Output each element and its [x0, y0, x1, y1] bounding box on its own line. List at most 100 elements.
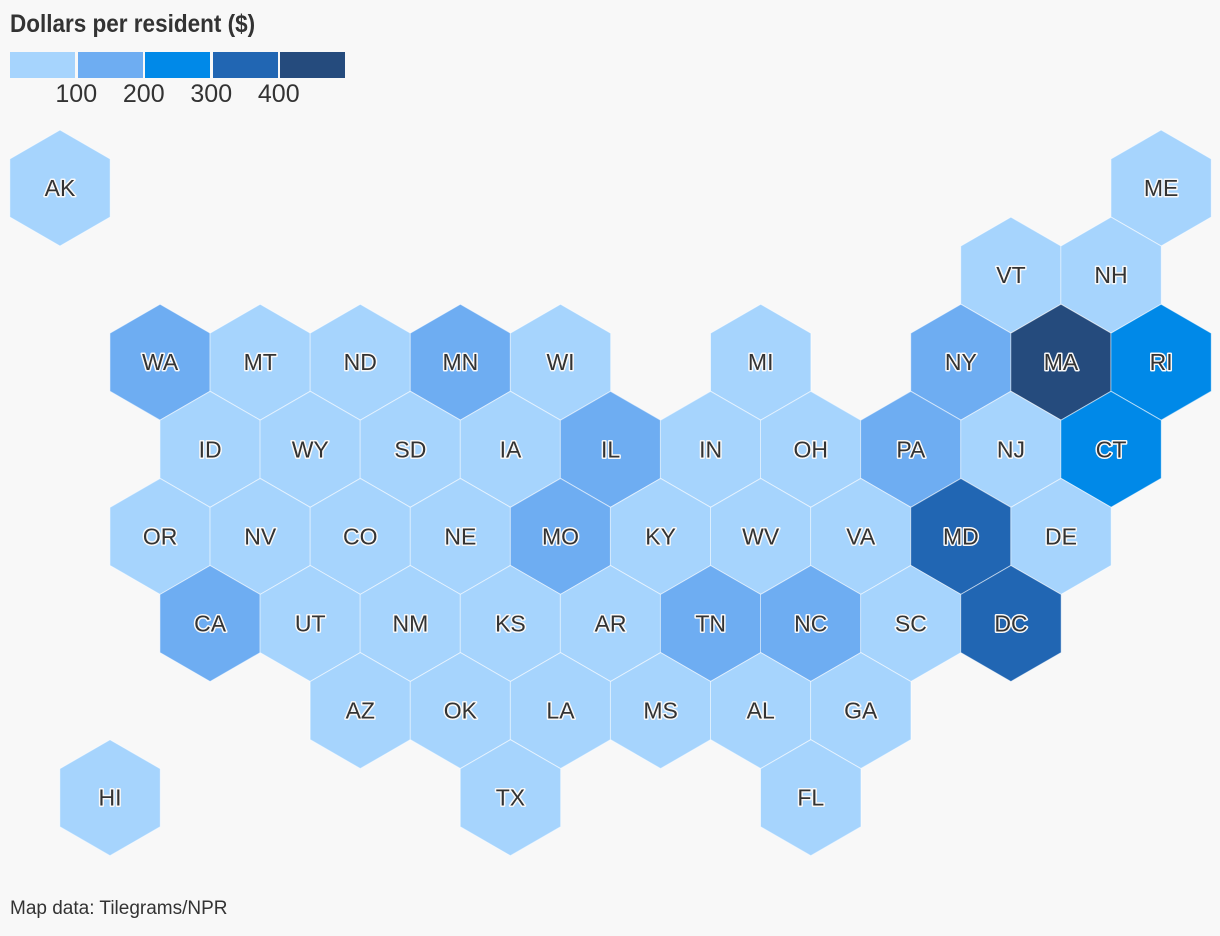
state-label: TN	[695, 611, 726, 637]
state-label: NY	[945, 349, 977, 375]
state-label: MA	[1044, 349, 1079, 375]
legend-tick-label: 200	[122, 80, 165, 108]
state-label: MT	[244, 349, 277, 375]
legend-tick-label: 300	[190, 80, 233, 108]
state-label: HI	[99, 785, 122, 811]
state-label: WA	[142, 349, 179, 375]
state-label: NJ	[997, 436, 1025, 462]
state-tile-mn: MN	[409, 303, 512, 421]
state-label: NE	[444, 523, 476, 549]
state-label: NC	[794, 611, 827, 637]
state-label: KY	[645, 523, 676, 549]
state-tile-tn: TN	[659, 564, 762, 683]
state-label: NM	[392, 611, 428, 637]
state-tile-ia: IA	[459, 390, 562, 508]
legend-swatch	[145, 52, 210, 78]
state-label: GA	[844, 698, 878, 724]
color-legend: 100 200 300 400	[10, 52, 350, 112]
state-tile-ks: KS	[459, 564, 562, 683]
state-tile-ar: AR	[559, 564, 662, 683]
state-label: OH	[794, 436, 829, 462]
source-note: Map data: Tilegrams/NPR	[10, 898, 228, 919]
state-tile-nm: NM	[359, 564, 462, 683]
state-label: IA	[500, 436, 522, 462]
state-tile-pa: PA	[860, 390, 962, 508]
state-tile-ca: CA	[159, 564, 261, 683]
state-label: DC	[994, 611, 1027, 637]
state-label: MO	[542, 523, 579, 549]
state-label: LA	[546, 698, 575, 724]
legend-swatch	[77, 52, 143, 78]
state-tile-ct: CT	[1060, 390, 1162, 508]
state-label: NH	[1094, 262, 1127, 288]
state-hex	[59, 739, 161, 857]
state-tile-ma: MA	[1010, 303, 1112, 421]
state-tile-ms: MS	[609, 652, 712, 770]
legend-swatch	[280, 52, 345, 78]
state-label: MI	[748, 349, 774, 375]
state-tile-ak: AK	[9, 129, 111, 247]
state-tile-mo: MO	[509, 477, 612, 595]
state-tile-or: OR	[109, 477, 211, 595]
state-tile-mi: MI	[710, 303, 812, 421]
state-tile-ri: RI	[1110, 303, 1212, 421]
state-label: SD	[394, 436, 426, 462]
state-label: AL	[747, 698, 775, 724]
state-hex	[459, 739, 562, 857]
state-tile-id: ID	[159, 390, 261, 508]
state-label: CA	[194, 611, 227, 637]
state-tile-nh: NH	[1060, 216, 1162, 334]
state-tile-wv: WV	[710, 477, 812, 595]
state-tile-hi: HI	[59, 739, 161, 857]
state-label: VT	[996, 262, 1025, 288]
state-label: PA	[896, 436, 926, 462]
state-label: UT	[295, 611, 326, 637]
state-label: NV	[244, 523, 277, 549]
state-label: MD	[943, 523, 979, 549]
state-tile-md: MD	[910, 477, 1012, 595]
state-tile-me: ME	[1110, 129, 1212, 247]
state-label: OK	[444, 698, 478, 724]
state-label: DE	[1045, 523, 1077, 549]
state-label: AR	[595, 611, 627, 637]
state-tile-la: LA	[509, 652, 612, 770]
state-label: OR	[143, 523, 178, 549]
state-tile-va: VA	[810, 477, 912, 595]
state-tile-dc: DC	[960, 564, 1062, 683]
state-label: ME	[1144, 175, 1179, 201]
state-tile-ny: NY	[910, 303, 1012, 421]
state-label: SC	[895, 611, 927, 637]
state-label: VA	[846, 523, 876, 549]
state-label: MS	[643, 698, 678, 724]
state-label: ID	[199, 436, 222, 462]
state-hex	[760, 739, 862, 857]
state-tile-oh: OH	[760, 390, 862, 508]
state-tile-sc: SC	[860, 564, 962, 683]
state-hex	[9, 129, 111, 247]
legend-swatch	[212, 52, 278, 78]
state-label: AK	[45, 175, 76, 201]
state-tile-wa: WA	[109, 303, 211, 421]
state-tile-ne: NE	[409, 477, 512, 595]
legend-title: Dollars per resident ($)	[10, 10, 256, 38]
state-tile-vt: VT	[960, 216, 1062, 334]
state-label: WV	[742, 523, 780, 549]
legend-tick-label: 100	[55, 80, 98, 108]
state-label: WY	[292, 436, 329, 462]
state-label: IL	[601, 436, 620, 462]
state-tile-mt: MT	[209, 303, 311, 421]
state-hex	[960, 564, 1062, 683]
state-tile-tx: TX	[459, 739, 562, 857]
state-label: ND	[344, 349, 377, 375]
state-label: CT	[1096, 436, 1127, 462]
state-tile-nd: ND	[309, 303, 411, 421]
state-label: IN	[699, 436, 722, 462]
state-tile-wy: WY	[259, 390, 361, 508]
state-label: WI	[546, 349, 574, 375]
state-tile-de: DE	[1010, 477, 1112, 595]
state-tile-ga: GA	[810, 652, 912, 770]
state-label: KS	[495, 611, 526, 637]
state-label: CO	[343, 523, 378, 549]
state-label: MN	[443, 349, 479, 375]
